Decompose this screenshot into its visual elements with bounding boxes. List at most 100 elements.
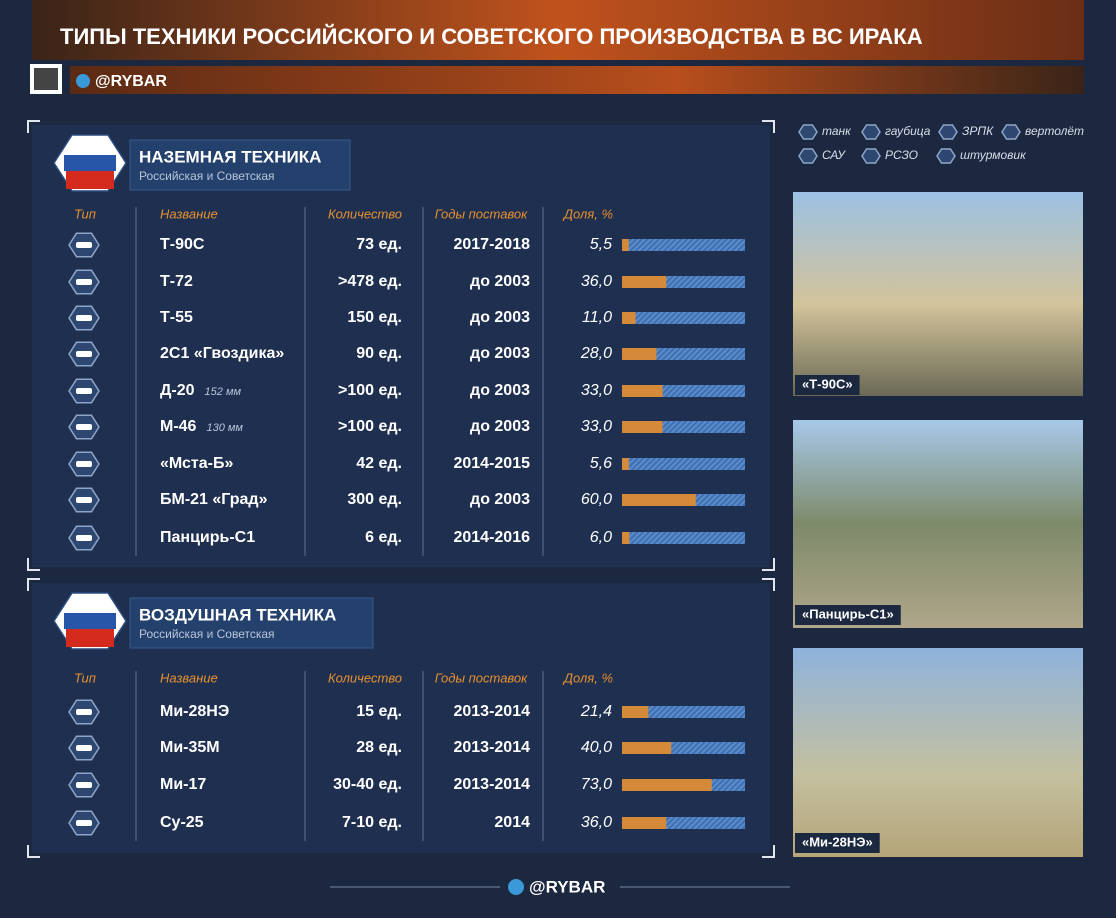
title-box bbox=[129, 597, 374, 649]
years: 2013-2014 bbox=[453, 776, 530, 793]
share-bar bbox=[622, 817, 667, 829]
share-bar bbox=[622, 458, 629, 470]
vehicle-name: Ми-28НЭ bbox=[160, 703, 229, 720]
vehicle-name: Д-20 bbox=[160, 382, 195, 399]
quantity: 15 ед. bbox=[356, 703, 402, 720]
footer-brand: @RYBAR bbox=[529, 877, 605, 896]
column-header: Тип bbox=[74, 206, 96, 221]
type-glyph bbox=[76, 424, 92, 430]
legend-label: вертолёт bbox=[1025, 124, 1084, 138]
corner bbox=[27, 120, 40, 133]
share-label: 21,4 bbox=[580, 703, 612, 720]
column-header: Название bbox=[160, 670, 218, 685]
type-glyph bbox=[76, 745, 92, 751]
quantity: 42 ед. bbox=[356, 455, 402, 472]
quantity: 30-40 ед. bbox=[333, 776, 402, 793]
flag-red bbox=[66, 171, 114, 189]
share-bar bbox=[622, 348, 657, 360]
type-glyph bbox=[76, 535, 92, 541]
legend-label: РСЗО bbox=[885, 148, 918, 162]
quantity: 90 ед. bbox=[356, 345, 402, 362]
share-label: 28,0 bbox=[580, 345, 612, 362]
flag-red bbox=[66, 629, 114, 647]
column-header: Доля, % bbox=[562, 206, 613, 221]
corner bbox=[762, 120, 775, 133]
vehicle-name: БМ-21 «Град» bbox=[160, 491, 268, 508]
share-track bbox=[622, 312, 745, 324]
column-header: Доля, % bbox=[562, 670, 613, 685]
quantity: 6 ед. bbox=[365, 529, 402, 546]
legend-label: танк bbox=[822, 124, 852, 138]
legend-label: ЗРПК bbox=[962, 124, 994, 138]
years: 2014-2016 bbox=[453, 529, 530, 546]
quantity: >100 ед. bbox=[338, 382, 402, 399]
column-header: Годы поставок bbox=[435, 670, 528, 685]
share-label: 5,5 bbox=[590, 236, 612, 253]
years: до 2003 bbox=[470, 309, 530, 326]
vehicle-name: Т-90С bbox=[160, 236, 205, 253]
vehicle-name: М-46 bbox=[160, 418, 197, 435]
telegram-icon bbox=[508, 879, 524, 895]
type-glyph bbox=[76, 782, 92, 788]
header-title: ТИПЫ ТЕХНИКИ РОССИЙСКОГО И СОВЕТСКОГО ПР… bbox=[60, 24, 923, 49]
share-bar bbox=[622, 706, 649, 718]
type-icon bbox=[861, 148, 881, 164]
vehicle-name: Т-72 bbox=[160, 273, 193, 290]
legend-label: САУ bbox=[822, 148, 846, 162]
years: до 2003 bbox=[470, 345, 530, 362]
type-glyph bbox=[76, 497, 92, 503]
quantity: >100 ед. bbox=[338, 418, 402, 435]
section-title: НАЗЕМНАЯ ТЕХНИКА bbox=[139, 147, 321, 166]
type-glyph bbox=[76, 242, 92, 248]
caption-bg bbox=[795, 605, 901, 625]
share-bar bbox=[622, 494, 696, 506]
section-title: ВОЗДУШНАЯ ТЕХНИКА bbox=[139, 605, 336, 624]
years: до 2003 bbox=[470, 273, 530, 290]
share-label: 11,0 bbox=[582, 309, 612, 326]
years: 2014-2015 bbox=[453, 455, 530, 472]
corner bbox=[27, 578, 40, 591]
vehicle-name: Су-25 bbox=[160, 814, 204, 831]
photo-caption: «Т-90С» bbox=[802, 376, 853, 391]
share-label: 33,0 bbox=[581, 418, 612, 435]
quantity: 300 ед. bbox=[347, 491, 402, 508]
years: до 2003 bbox=[470, 382, 530, 399]
column-header: Количество bbox=[328, 206, 402, 221]
type-glyph bbox=[76, 820, 92, 826]
vehicle-name: Ми-17 bbox=[160, 776, 206, 793]
type-glyph bbox=[76, 351, 92, 357]
caption-bg bbox=[795, 833, 880, 853]
vehicle-name: Панцирь-С1 bbox=[160, 529, 255, 546]
share-track bbox=[622, 532, 745, 544]
ground-panel bbox=[32, 125, 770, 567]
type-icon bbox=[798, 148, 818, 164]
corner bbox=[762, 558, 775, 571]
share-bar bbox=[622, 532, 630, 544]
quantity: 28 ед. bbox=[356, 739, 402, 756]
telegram-icon bbox=[76, 74, 90, 88]
photo-caption: «Ми-28НЭ» bbox=[802, 834, 873, 849]
share-label: 36,0 bbox=[581, 273, 612, 290]
corner bbox=[762, 578, 775, 591]
photo-caption: «Панцирь-С1» bbox=[802, 606, 894, 621]
share-track bbox=[622, 458, 745, 470]
qr-inner bbox=[34, 68, 58, 90]
type-glyph bbox=[76, 461, 92, 467]
column-header: Название bbox=[160, 206, 218, 221]
type-icon bbox=[1001, 124, 1021, 140]
share-label: 60,0 bbox=[581, 491, 612, 508]
years: до 2003 bbox=[470, 491, 530, 508]
type-glyph bbox=[76, 709, 92, 715]
type-icon bbox=[938, 124, 958, 140]
share-label: 5,6 bbox=[590, 455, 612, 472]
legend-label: гаубица bbox=[885, 124, 931, 138]
corner bbox=[27, 845, 40, 858]
type-icon bbox=[936, 148, 956, 164]
type-icon bbox=[798, 124, 818, 140]
title-box bbox=[129, 139, 351, 191]
content: танк гаубица ЗРПК вертолёт САУ РСЗО штурмовик «… bbox=[27, 120, 1084, 858]
share-bar bbox=[622, 385, 663, 397]
caption-bg bbox=[795, 375, 860, 395]
column-header: Количество bbox=[328, 670, 402, 685]
years: 2014 bbox=[494, 814, 530, 831]
